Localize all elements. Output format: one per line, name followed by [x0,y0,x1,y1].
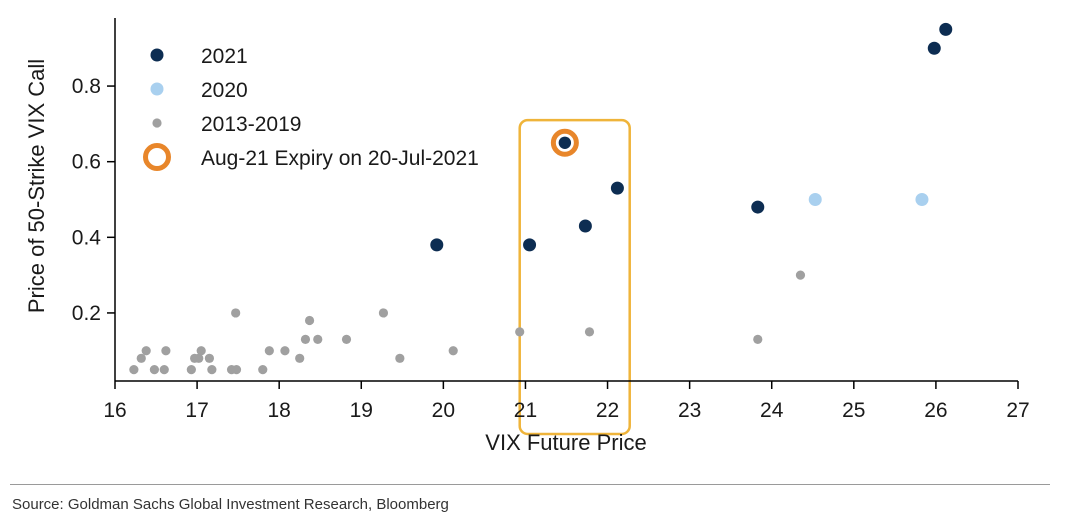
legend-marker-aug-21-expiry-on-20-jul-2021 [143,143,171,171]
point-2013-2019 [141,346,151,356]
x-tick-label: 26 [924,399,947,422]
footer-divider [10,484,1050,485]
y-axis-title: Price of 50-Strike VIX Call [24,59,49,313]
point-2013-2019 [753,334,763,345]
point-2013-2019 [231,308,241,318]
point-2013-2019 [231,365,242,375]
point-2013-2019 [378,308,389,318]
legend-label-aug-21-expiry-on-20-jul-2021: Aug-21 Expiry on 20-Jul-2021 [201,147,479,170]
x-axis-title: VIX Future Price [485,430,646,455]
point-2013-2019 [204,353,215,363]
point-2021 [578,219,592,233]
point-2013-2019 [129,365,139,375]
point-2013-2019 [149,365,160,375]
x-tick-label: 23 [678,399,701,422]
point-2013-2019 [515,327,525,337]
point-2013-2019 [584,327,595,337]
legend-label-2020: 2020 [201,79,248,102]
point-2013-2019 [258,365,268,375]
x-tick-label: 27 [1006,399,1029,422]
point-aug-21-expiry-on-20-jul-2021 [550,128,579,157]
point-2021 [939,22,953,36]
chart: 16 17 18 19 20 21 22 23 24 25 26 270.20.40.60.8 202… [24,18,1030,455]
x-tick-label: 24 [760,399,784,422]
x-tick-label: 20 [432,399,455,422]
axes [107,18,1019,389]
point-2013-2019 [395,353,405,363]
point-2013-2019 [448,346,458,356]
point-2021 [430,238,444,252]
highlight-box [518,118,631,436]
point-2020 [915,193,929,206]
legend-label-2021: 2021 [201,45,248,68]
point-2013-2019 [159,365,169,375]
x-tick-label: 25 [842,399,865,422]
point-2013-2019 [194,353,204,363]
x-tick-label: 22 [596,399,619,422]
tick-labels: 16 17 18 19 20 21 22 23 24 25 26 27 0.2 0.4 0.6 0.8 [72,75,1030,422]
point-2013-2019 [136,353,146,363]
point-2021 [927,41,941,55]
point-2013-2019 [264,346,274,356]
point-2021 [523,238,537,252]
legend-label-2013-2019: 2013-2019 [201,113,301,136]
point-2013-2019 [186,365,196,375]
point-2013-2019 [196,346,206,356]
data-points [129,22,953,375]
legend-marker-2021 [150,48,164,62]
x-tick-label: 19 [350,399,373,422]
source-note: Source: Goldman Sachs Global Investment … [12,496,449,513]
point-2013-2019 [313,334,323,345]
point-2013-2019 [304,315,315,326]
x-tick-label: 16 [103,399,126,422]
point-2021 [751,200,765,214]
x-tick-label: 17 [185,399,208,422]
legend: 2021 2020 2013-2019 Aug-21 Expiry on 20-Jul… [143,45,479,171]
point-2013-2019 [795,270,806,280]
y-tick-label: 0.2 [72,302,101,325]
legend-marker-2020 [150,82,164,96]
legend-marker-2013-2019 [152,118,162,128]
point-2013-2019 [300,334,311,345]
point-2013-2019 [341,334,352,345]
highlight-box-layer [518,118,631,436]
y-tick-label: 0.4 [72,226,102,249]
x-tick-label: 18 [268,399,291,422]
ring-marker [143,143,171,171]
y-tick-label: 0.8 [72,75,101,98]
point-2020 [808,193,822,206]
point-2013-2019 [280,346,290,356]
point-2013-2019 [295,353,305,363]
point-2013-2019 [207,365,217,375]
x-tick-label: 21 [514,399,537,422]
y-tick-label: 0.6 [72,151,101,174]
point-2021 [610,181,624,195]
ring-center-dot [558,136,572,149]
point-2013-2019 [161,346,171,356]
